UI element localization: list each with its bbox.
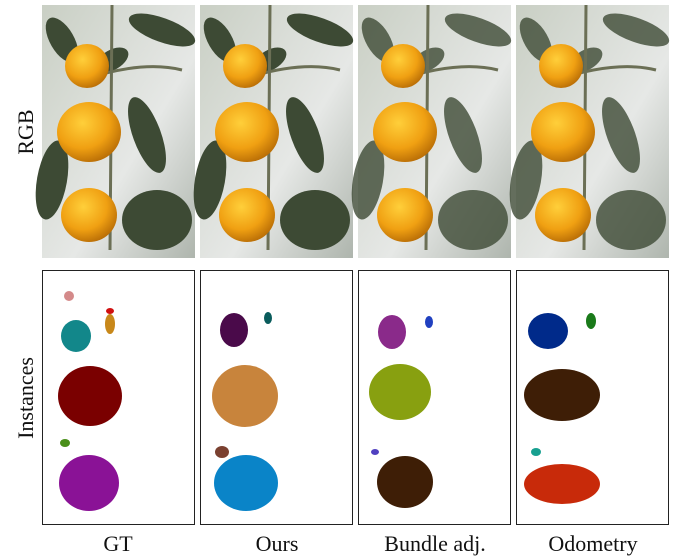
- column-label: GT: [103, 531, 133, 556]
- leaf: [122, 190, 192, 250]
- instance-mask: [105, 314, 115, 334]
- instance-mask: [586, 313, 596, 329]
- instance-image: [517, 271, 669, 525]
- instance-mask: [215, 446, 229, 458]
- instance-mask: [61, 320, 91, 352]
- pepper: [65, 44, 109, 88]
- pepper: [61, 188, 117, 242]
- column-label: Odometry: [548, 531, 637, 556]
- instance-mask: [531, 448, 541, 456]
- column-label: Bundle adj.: [384, 531, 485, 556]
- instance-mask: [264, 312, 272, 324]
- instance-image: [201, 271, 353, 525]
- instance-mask: [377, 456, 433, 508]
- instance-mask: [59, 455, 119, 511]
- instance-mask: [60, 439, 70, 447]
- rgb-image: [30, 5, 199, 258]
- instance-mask: [371, 449, 379, 455]
- pepper: [535, 188, 591, 242]
- instance-mask: [220, 313, 248, 347]
- instance-mask: [524, 464, 600, 504]
- pepper: [223, 44, 267, 88]
- pepper: [377, 188, 433, 242]
- instance-mask: [58, 366, 122, 426]
- instance-mask: [425, 316, 433, 328]
- pepper: [215, 102, 279, 162]
- instance-image: [359, 271, 511, 525]
- rgb-image: [188, 5, 357, 258]
- pepper: [381, 44, 425, 88]
- rgb-image: [504, 5, 673, 258]
- pepper: [373, 102, 437, 162]
- instance-image: [43, 271, 195, 525]
- row-label: RGB: [13, 109, 38, 154]
- instance-mask: [378, 315, 406, 349]
- rgb-image: [346, 5, 515, 258]
- instance-mask: [524, 369, 600, 421]
- leaf: [438, 190, 508, 250]
- instance-mask: [528, 313, 568, 349]
- instance-mask: [64, 291, 74, 301]
- instance-mask: [214, 455, 278, 511]
- instance-mask: [212, 365, 278, 427]
- row-label: Instances: [13, 357, 38, 439]
- panels: [30, 5, 673, 525]
- pepper: [531, 102, 595, 162]
- pepper: [539, 44, 583, 88]
- leaf: [596, 190, 666, 250]
- instance-mask: [369, 364, 431, 420]
- instance-mask: [106, 308, 114, 314]
- pepper: [57, 102, 121, 162]
- leaf: [280, 190, 350, 250]
- column-label: Ours: [256, 531, 299, 556]
- pepper: [219, 188, 275, 242]
- figure: RGB Instances GT Ours Bundle adj. Odomet…: [0, 0, 685, 559]
